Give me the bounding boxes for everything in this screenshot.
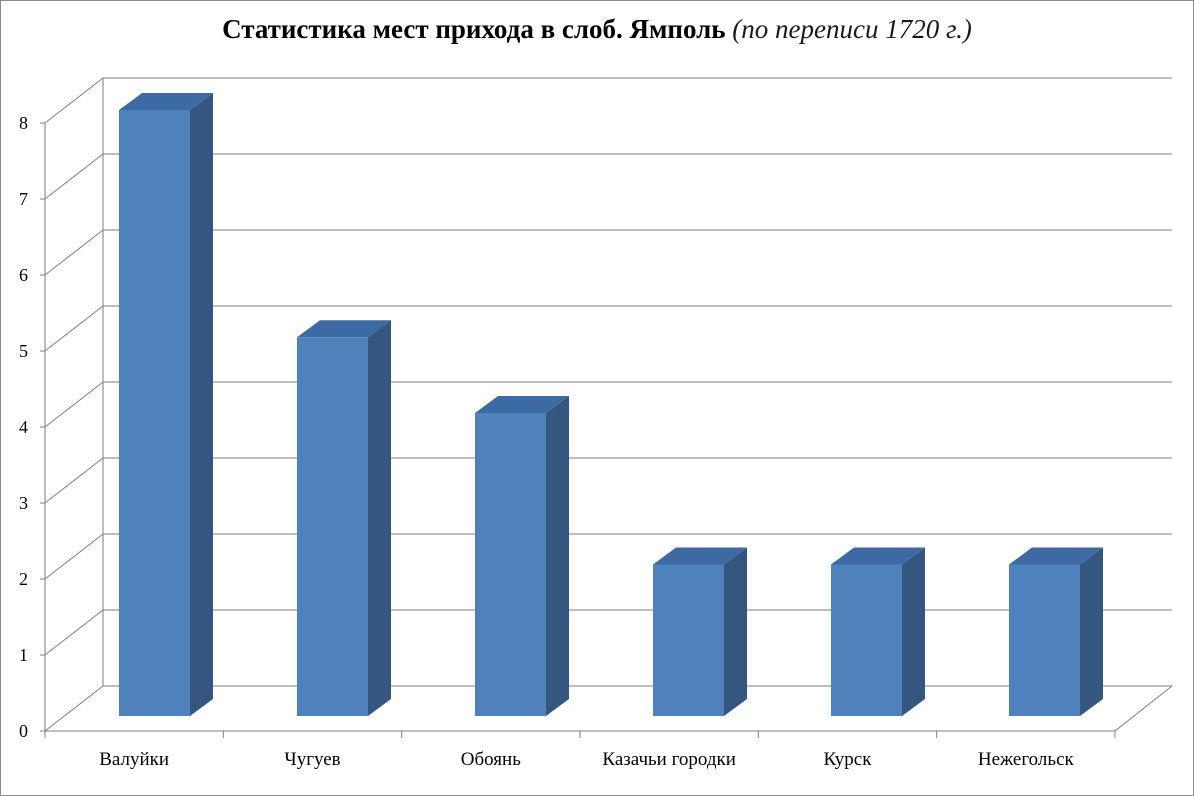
y-tick-label: 3	[19, 493, 28, 513]
bar	[653, 564, 724, 716]
bar	[1009, 564, 1080, 716]
bar-top	[653, 547, 747, 565]
gridline	[44, 685, 1172, 732]
x-category-label: Нежегольск	[978, 749, 1075, 770]
bar-top	[475, 396, 569, 413]
y-tick-label: 0	[19, 721, 28, 741]
bar	[475, 413, 546, 716]
bar	[831, 564, 902, 716]
x-category-label: Курск	[824, 749, 873, 770]
x-category-label: Обоянь	[461, 749, 521, 770]
bar-top	[297, 320, 391, 338]
bar-top	[119, 93, 213, 110]
bar-side	[190, 93, 213, 716]
y-tick-label: 7	[19, 189, 28, 209]
bar-side	[1080, 547, 1103, 716]
gridline	[44, 381, 1172, 428]
bar-side	[724, 547, 747, 716]
gridline	[44, 77, 1172, 124]
floor-edge	[45, 685, 1173, 732]
bar-side	[546, 396, 569, 716]
bar-side	[902, 547, 925, 716]
chart-title: Статистика мест прихода в слоб. Ямполь (…	[0, 14, 1194, 45]
gridline	[44, 533, 1172, 580]
gridline	[44, 229, 1172, 276]
y-tick-label: 8	[19, 113, 28, 133]
bar-top	[1009, 547, 1103, 565]
chart-subtitle: (по переписи 1720 г.)	[732, 14, 972, 44]
chart-title-main: Статистика мест прихода в слоб. Ямполь	[222, 14, 726, 44]
y-tick-label: 6	[19, 265, 28, 285]
y-tick-label: 5	[19, 341, 28, 361]
x-category-label: Казачьи городки	[602, 749, 736, 770]
gridline	[44, 305, 1172, 352]
gridline	[44, 457, 1172, 504]
gridline	[44, 609, 1172, 656]
y-tick-label: 4	[19, 417, 28, 437]
bar-side	[368, 320, 391, 716]
x-category-label: Валуйки	[99, 749, 169, 770]
gridline	[44, 153, 1172, 200]
y-tick-label: 1	[19, 645, 28, 665]
y-tick-label: 2	[19, 569, 28, 589]
bar	[119, 110, 190, 716]
bar	[297, 337, 368, 716]
x-category-label: Чугуев	[284, 749, 340, 770]
bar-top	[831, 547, 925, 565]
